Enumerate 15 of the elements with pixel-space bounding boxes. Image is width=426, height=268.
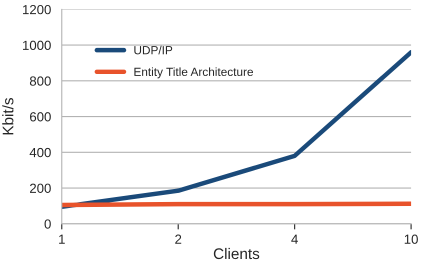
x-tick-label: 4 [291, 234, 298, 244]
y-tick-label: 600 [30, 112, 51, 122]
y-tick-label: 400 [30, 148, 51, 158]
x-tick-label: 10 [404, 234, 418, 244]
legend-label: UDP/IP [134, 46, 172, 54]
y-tick-label: 200 [30, 184, 51, 193]
y-tick-label: 0 [44, 219, 51, 229]
x-tick-label: 2 [175, 234, 182, 244]
y-tick-label: 1000 [23, 40, 51, 50]
x-tick-label: 1 [59, 234, 65, 244]
x-axis-title: Clients [214, 248, 260, 260]
y-tick-label: 1200 [23, 4, 51, 14]
legend-label: Entity Title Architecture [134, 67, 253, 78]
y-axis-title: Kbit/s [2, 98, 14, 134]
y-tick-label: 800 [30, 76, 51, 86]
